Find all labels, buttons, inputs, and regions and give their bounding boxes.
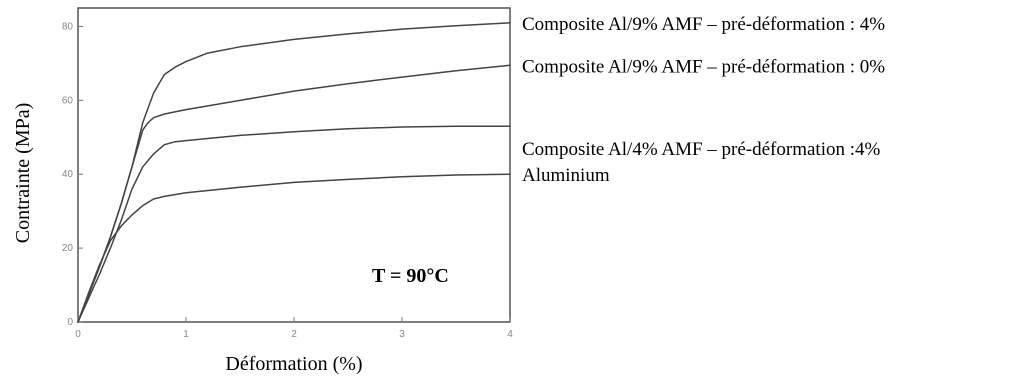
- y-tick-label-60: 60: [62, 95, 74, 106]
- y-tick-label-40: 40: [62, 169, 74, 180]
- x-tick-label-3: 3: [399, 329, 405, 340]
- x-tick-label-2: 2: [291, 329, 297, 340]
- x-tick-label-4: 4: [507, 329, 513, 340]
- legend-label-4: Aluminium: [522, 165, 610, 186]
- temperature-annotation: T = 90°C: [372, 265, 449, 287]
- y-tick-label-80: 80: [62, 21, 74, 32]
- series-line-4: [77, 173, 511, 323]
- y-tick-label-20: 20: [62, 243, 74, 254]
- series-line-2: [77, 64, 511, 323]
- legend-label-2: Composite Al/9% AMF – pré-déformation : …: [522, 56, 885, 77]
- x-tick-label-1: 1: [183, 329, 189, 340]
- series-line-3: [77, 125, 511, 323]
- y-tick-label-0: 0: [67, 317, 73, 328]
- x-tick-label-0: 0: [75, 329, 81, 340]
- legend-label-3: Composite Al/4% AMF – pré-déformation :4…: [522, 139, 881, 160]
- series-lines: [77, 22, 511, 323]
- series-legend: Composite Al/9% AMF – pré-déformation : …: [522, 14, 885, 186]
- legend-label-1: Composite Al/9% AMF – pré-déformation : …: [522, 14, 885, 35]
- y-axis-label: Contrainte (MPa): [12, 103, 34, 244]
- x-axis-label: Déformation (%): [225, 353, 362, 375]
